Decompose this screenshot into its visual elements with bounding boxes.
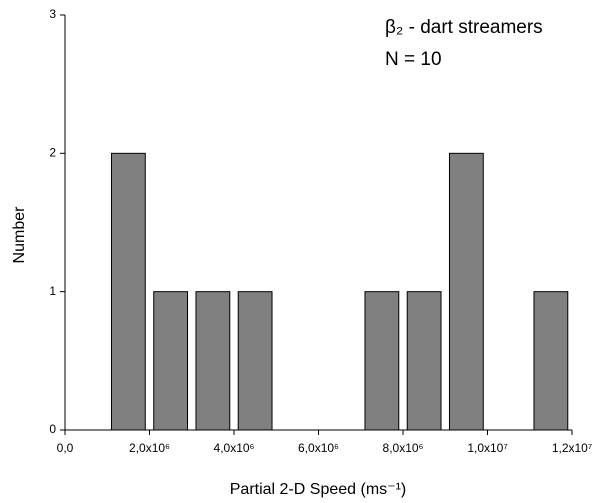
y-tick-label: 2 [49,146,56,160]
x-axis-title: Partial 2-D Speed (ms⁻¹) [230,481,407,498]
y-tick-label: 1 [49,284,56,298]
x-tick-label: 1,0x10⁷ [467,441,507,455]
bar [195,291,231,431]
x-tick-label: 6,0x10⁶ [298,441,339,455]
bar [533,291,569,431]
bar [448,152,484,431]
y-tick-label: 3 [49,7,56,21]
x-tick-label: 1,2x10⁷ [552,441,592,455]
bar [153,291,189,431]
x-tick-label: 0,0 [57,441,74,455]
x-tick-label: 2,0x10⁶ [129,441,170,455]
annotation: β₂ - dart streamers [385,17,543,38]
annotation: N = 10 [385,49,442,70]
y-axis-title: Number [11,206,28,264]
bar [110,152,146,431]
bar [406,291,442,431]
bar [237,291,273,431]
bar [364,291,400,431]
x-tick-label: 8,0x10⁶ [383,441,424,455]
y-tick-label: 0 [49,422,56,436]
x-tick-label: 4,0x10⁶ [214,441,255,455]
